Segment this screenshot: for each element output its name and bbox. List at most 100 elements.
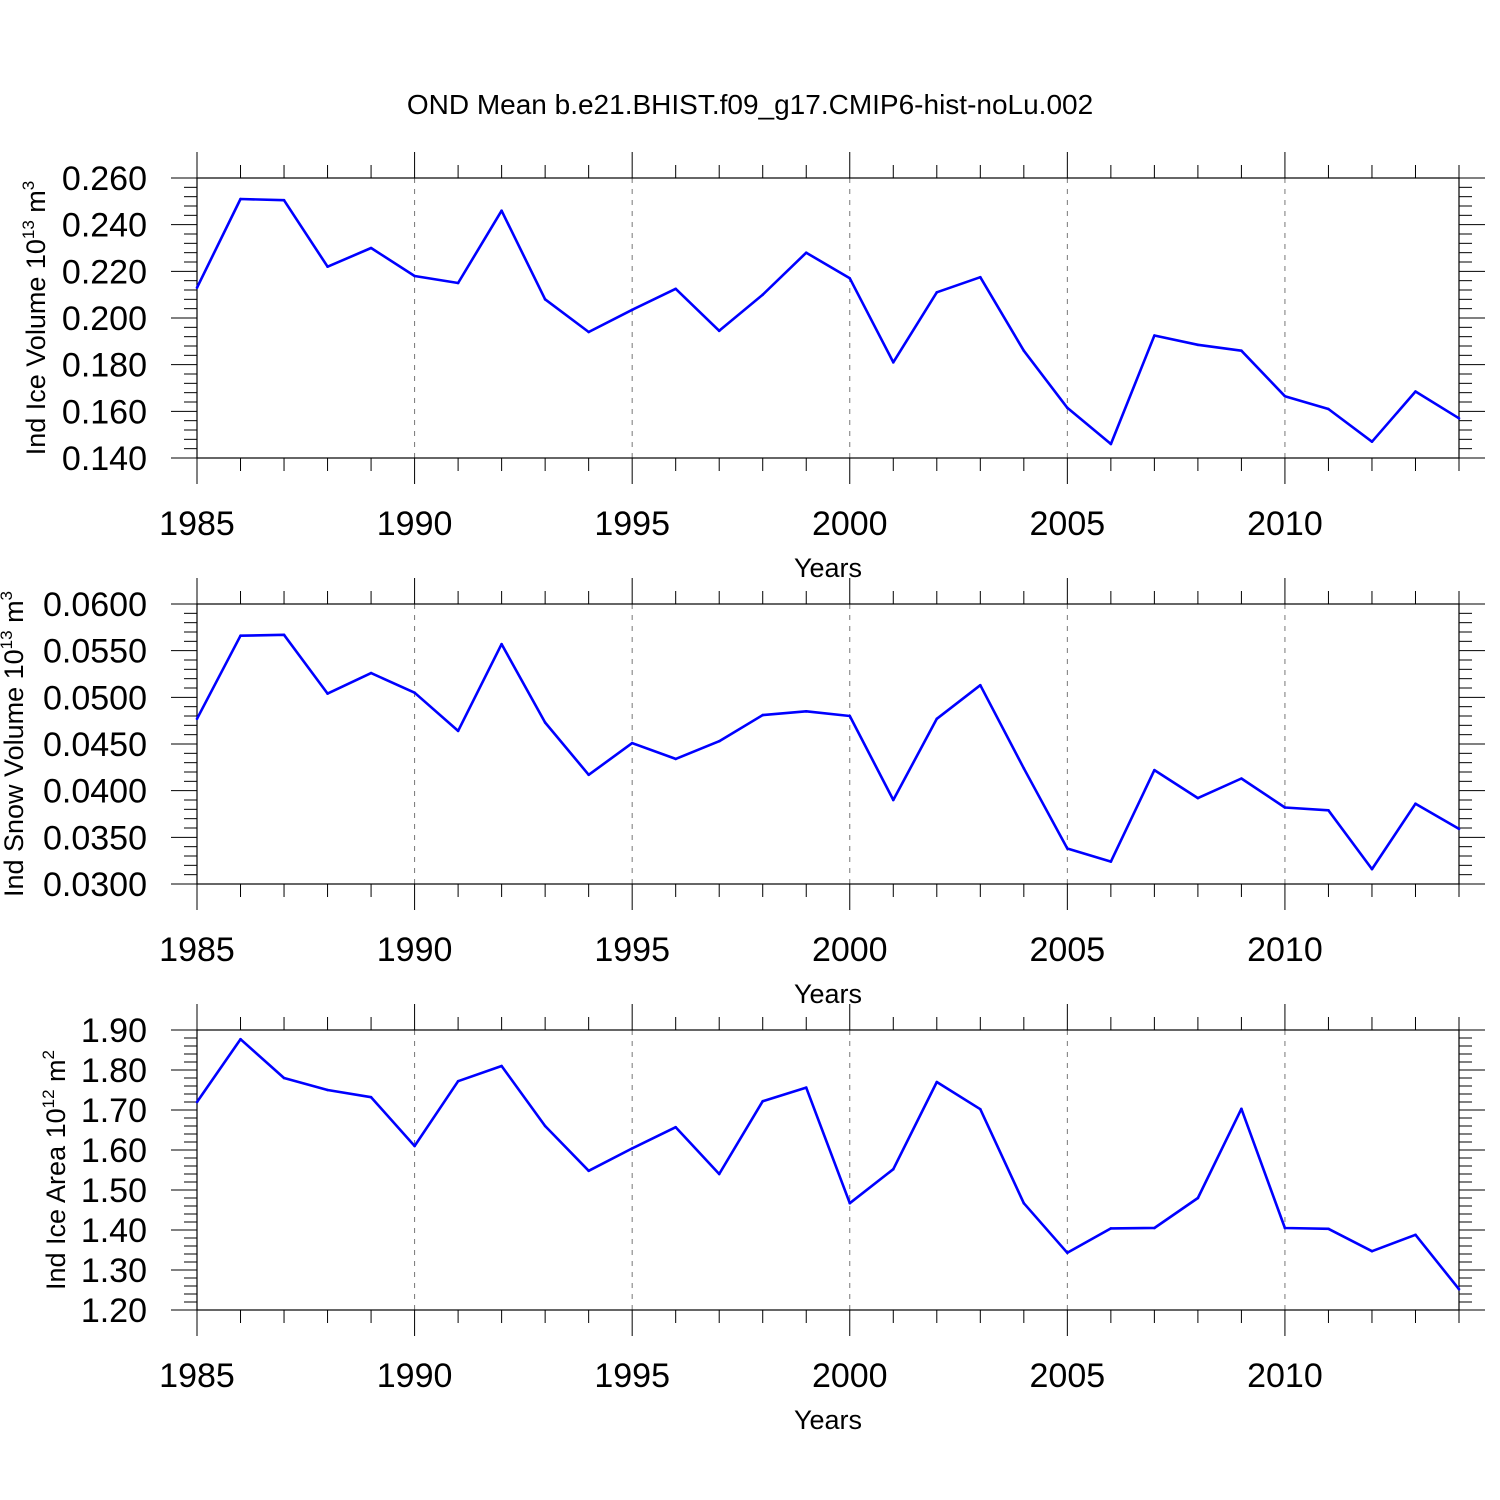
y-axis-label-main: Ind Snow Volume 10	[0, 649, 29, 897]
y-tick-label: 1.70	[81, 1092, 147, 1130]
x-tick-label: 2005	[1030, 505, 1106, 543]
data-point	[500, 209, 503, 212]
data-point	[717, 1172, 721, 1176]
data-point	[1283, 1226, 1287, 1230]
plot-frame	[196, 1029, 1460, 1311]
x-tick-label: 2010	[1247, 931, 1323, 969]
data-point	[543, 721, 547, 724]
plot-frame	[196, 177, 1460, 459]
data-point	[674, 1125, 677, 1129]
data-point	[761, 713, 765, 717]
x-tick-label: 2010	[1247, 505, 1323, 543]
y-axis-label-main: Ind Ice Area 10	[41, 1108, 71, 1290]
y-tick-label: 0.0450	[43, 726, 147, 764]
x-tick-label: 2005	[1030, 1357, 1106, 1395]
data-point	[587, 1169, 590, 1173]
data-point	[456, 1079, 460, 1083]
x-axis-label: Years	[794, 1405, 862, 1435]
data-point	[195, 286, 199, 289]
x-axis-label: Years	[794, 553, 862, 583]
y-tick-label: 1.30	[81, 1252, 147, 1290]
data-point	[326, 1088, 329, 1092]
data-point	[979, 1107, 982, 1111]
data-point	[413, 274, 416, 278]
series-line	[195, 197, 1460, 446]
data-point	[1370, 440, 1374, 443]
y-axis-label: Ind Snow Volume 1013 m3	[0, 591, 29, 897]
y-axis-label-unit-exponent: 3	[0, 591, 16, 600]
data-point	[543, 1124, 547, 1128]
data-point	[1240, 349, 1243, 352]
data-point	[1066, 1251, 1069, 1255]
x-tick-label: 1985	[159, 1357, 235, 1395]
y-axis-label-unit: m	[0, 600, 29, 630]
y-axis-label-exponent: 13	[19, 220, 38, 239]
data-point	[1327, 1227, 1330, 1231]
x-tick-label: 1990	[377, 931, 453, 969]
x-axis-label: Years	[794, 979, 862, 1009]
y-tick-label: 0.260	[62, 160, 147, 198]
y-axis-label-unit: m	[21, 190, 51, 220]
data-point	[1153, 334, 1156, 337]
data-point	[587, 330, 590, 334]
data-point	[1196, 796, 1200, 800]
data-point	[1457, 1287, 1461, 1291]
data-point	[761, 293, 765, 296]
y-tick-label: 0.220	[62, 253, 147, 291]
data-point	[804, 710, 808, 713]
data-point	[804, 1086, 808, 1089]
y-tick-label: 0.200	[62, 300, 147, 338]
data-point	[891, 361, 895, 364]
data-point	[1457, 417, 1461, 420]
y-axis-label-main: Ind Ice Volume 10	[21, 239, 51, 455]
panel-2: 0.0300 0.0350 0.0400 0.0450 0.0500 0.0550 0.06…	[0, 578, 1485, 1009]
y-tick-label: 0.240	[62, 207, 147, 245]
data-point	[369, 1095, 373, 1099]
data-point	[1109, 1227, 1113, 1230]
data-point	[456, 281, 460, 285]
data-point	[1327, 808, 1330, 812]
data-point	[1283, 806, 1287, 809]
data-point	[848, 714, 852, 718]
data-point	[761, 1099, 765, 1103]
y-tick-label: 1.50	[81, 1172, 147, 1210]
data-point	[935, 1080, 939, 1084]
y-tick-label: 1.90	[81, 1012, 147, 1050]
data-point	[326, 692, 329, 695]
data-point	[239, 634, 242, 638]
y-tick-label: 0.140	[62, 440, 147, 478]
data-point	[979, 275, 982, 279]
data-point	[456, 729, 460, 733]
y-tick-label: 1.20	[81, 1292, 147, 1330]
data-point	[1196, 1196, 1200, 1200]
y-tick-label: 1.60	[81, 1132, 147, 1170]
y-tick-label: 0.0500	[43, 679, 147, 717]
plot-frame	[196, 603, 1460, 885]
data-point	[500, 642, 503, 646]
series-line	[195, 1037, 1461, 1291]
data-point	[935, 291, 939, 294]
data-point	[1109, 442, 1113, 446]
data-point	[195, 717, 199, 721]
data-point	[1240, 1107, 1243, 1111]
data-point	[1022, 766, 1026, 770]
y-tick-label: 1.40	[81, 1212, 147, 1250]
y-tick-label: 0.0600	[43, 586, 147, 624]
data-point	[717, 739, 721, 743]
y-axis-label-exponent: 12	[39, 1089, 58, 1108]
y-tick-label: 0.0300	[43, 866, 147, 904]
data-point	[1022, 1201, 1026, 1205]
x-tick-label: 1995	[594, 505, 670, 543]
data-point	[717, 329, 721, 333]
data-point	[413, 691, 416, 694]
x-tick-label: 1995	[594, 1357, 670, 1395]
y-axis-label-exponent: 13	[0, 630, 16, 649]
x-tick-label: 2005	[1030, 931, 1106, 969]
data-point	[1022, 349, 1026, 352]
data-point	[1414, 390, 1417, 393]
data-point	[804, 251, 808, 254]
y-tick-label: 0.160	[62, 393, 147, 431]
data-point	[239, 1037, 242, 1041]
